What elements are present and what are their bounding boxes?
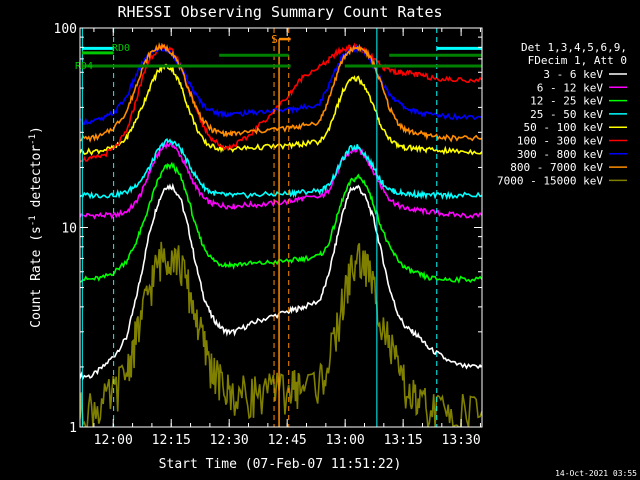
series-line-5 <box>80 42 482 163</box>
x-tick-label-4: 13:00 <box>326 433 365 448</box>
legend-label-8: 7000 - 15000 keV <box>497 174 603 187</box>
legend-header-2: FDecim 1, Att 0 <box>528 54 627 67</box>
legend-label-3: 25 - 50 keV <box>530 108 603 121</box>
x-tick-label-3: 12:45 <box>268 433 307 448</box>
x-tick-label-0: 12:00 <box>94 433 133 448</box>
series-line-8 <box>80 241 482 427</box>
legend-label-5: 100 - 300 keV <box>517 135 603 148</box>
legend-label-2: 12 - 25 keV <box>530 95 603 108</box>
y-tick-label-1: 10 <box>61 222 77 237</box>
y-axis-label-close: ) <box>29 126 44 134</box>
y-axis-label-main: Count Rate (s <box>29 226 44 328</box>
series-layer <box>80 41 482 427</box>
legend-label-0: 3 - 6 keV <box>543 68 603 81</box>
series-line-6 <box>80 44 482 125</box>
y-axis-label-sup: -1 <box>28 215 38 226</box>
x-tick-label-5: 13:15 <box>384 433 423 448</box>
x-tick-label-6: 13:30 <box>442 433 481 448</box>
x-tick-label-2: 12:30 <box>210 433 249 448</box>
y-tick-label-2: 100 <box>54 22 77 37</box>
y-tick-label-0: 1 <box>69 421 77 436</box>
legend-header-1: Det 1,3,4,5,6,9, <box>521 41 627 54</box>
timestamp: 14-Oct-2021 03:55 <box>555 469 637 478</box>
saa-label: S <box>271 33 278 46</box>
x-axis-label: Start Time (07-Feb-07 11:51:22) <box>159 457 402 472</box>
series-line-3 <box>80 138 482 201</box>
legend-label-1: 6 - 12 keV <box>537 81 604 94</box>
y-axis-label-end: detector <box>29 145 44 216</box>
y-axis-label: Count Rate (s-1 detector-1) <box>28 126 44 328</box>
rd0-label: RD0 <box>112 43 130 54</box>
series-line-1 <box>80 140 482 220</box>
y-axis-label-sup2: -1 <box>28 134 38 145</box>
series-line-2 <box>80 161 482 284</box>
chart-title: RHESSI Observing Summary Count Rates <box>117 3 442 21</box>
series-line-0 <box>80 182 482 381</box>
x-tick-label-1: 12:15 <box>152 433 191 448</box>
series-line-4 <box>80 63 482 156</box>
legend: Det 1,3,4,5,6,9, FDecim 1, Att 0 3 - 6 k… <box>497 41 627 187</box>
legend-label-7: 800 - 7000 keV <box>510 161 603 174</box>
axis-layer: 12:00 12:15 12:30 12:45 13:00 13:15 13:30 1 10 10… <box>54 22 482 448</box>
annotation-layer: S RD0 RD4 <box>75 28 482 427</box>
legend-label-6: 300 - 800 keV <box>517 148 603 161</box>
rd4-label: RD4 <box>75 61 93 72</box>
legend-label-4: 50 - 100 keV <box>524 121 604 134</box>
series-line-7 <box>80 41 482 143</box>
